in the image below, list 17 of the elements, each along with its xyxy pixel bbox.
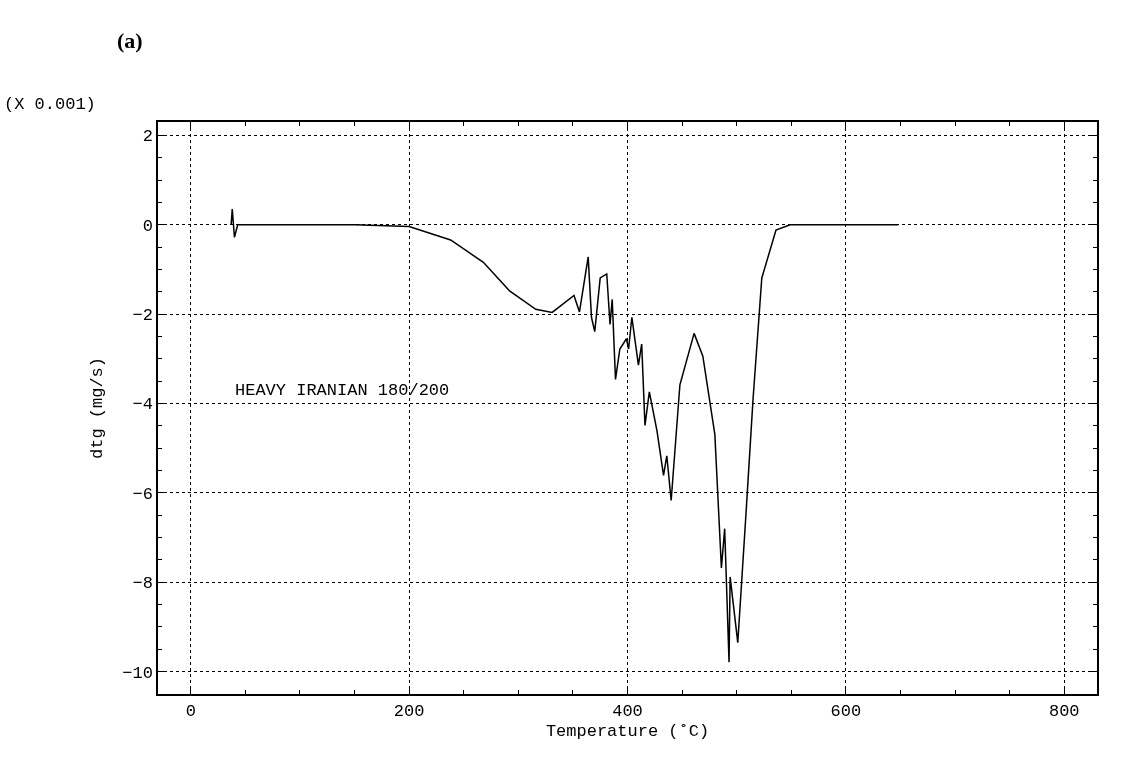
y-tick-label: 2 bbox=[142, 127, 153, 147]
y-tick-label: −4 bbox=[132, 395, 153, 415]
y-tick-label: −8 bbox=[132, 574, 153, 594]
y-tick-label: −6 bbox=[132, 484, 153, 504]
y-tick-label: 0 bbox=[142, 216, 153, 236]
x-tick-label: 400 bbox=[612, 702, 643, 722]
y-tick-label: −10 bbox=[122, 663, 153, 683]
y-axis-title: dtg (mg/s) bbox=[88, 356, 108, 460]
text: HEAVY IRANIAN 180/200 bbox=[235, 381, 450, 400]
x-tick-label: 600 bbox=[830, 702, 862, 722]
text: (X 0.001) bbox=[4, 95, 96, 114]
x-tick-label: 0 bbox=[185, 702, 196, 722]
y-tick-label: −2 bbox=[132, 306, 153, 326]
chart-title: (a) bbox=[117, 28, 143, 53]
x-axis-title: Temperature (˚C) bbox=[545, 722, 710, 742]
x-tick-label: 200 bbox=[393, 702, 425, 722]
x-tick-label: 800 bbox=[1048, 702, 1080, 722]
